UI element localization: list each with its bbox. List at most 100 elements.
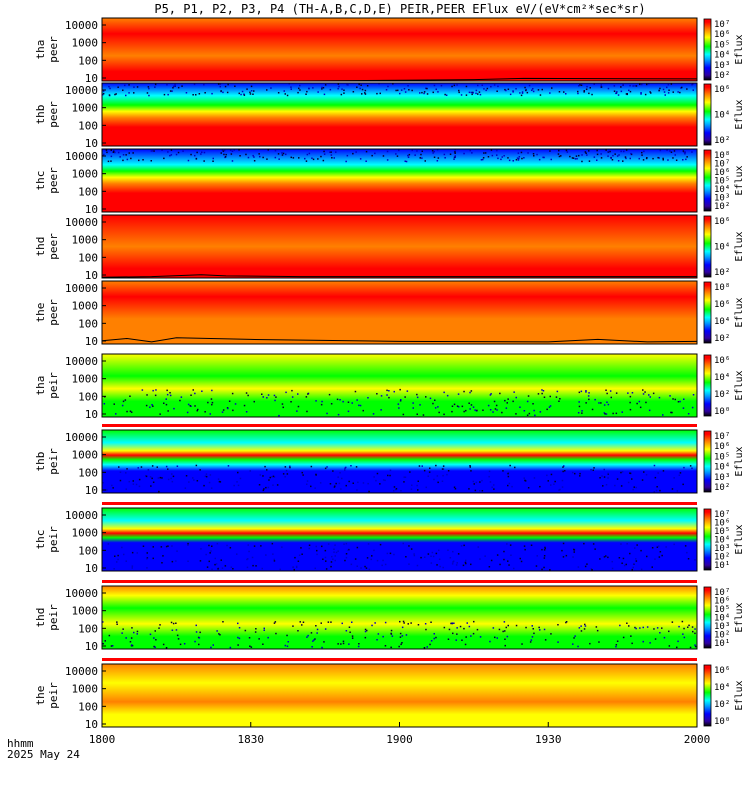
noise-pixel xyxy=(351,637,354,639)
noise-pixel xyxy=(512,400,514,403)
noise-thb-peer xyxy=(102,83,694,97)
noise-pixel xyxy=(314,567,316,570)
noise-pixel xyxy=(628,625,630,627)
noise-pixel xyxy=(482,157,485,159)
noise-pixel xyxy=(451,85,453,88)
noise-pixel xyxy=(356,86,358,88)
ytick-label: 10 xyxy=(85,640,98,653)
noise-pixel xyxy=(556,390,559,393)
colorbar-tick-label: 10² xyxy=(714,631,730,641)
noise-pixel xyxy=(558,149,560,152)
noise-pixel xyxy=(400,399,402,401)
noise-pixel xyxy=(344,467,346,469)
noise-pixel xyxy=(187,159,190,162)
noise-pixel xyxy=(360,84,362,86)
noise-pixel xyxy=(250,646,253,648)
noise-pixel xyxy=(282,152,285,155)
noise-pixel xyxy=(407,85,409,87)
colorbar-tick-label: 10⁴ xyxy=(714,463,730,473)
ytick-label: 1000 xyxy=(72,102,99,115)
noise-pixel xyxy=(558,91,561,93)
noise-pixel xyxy=(425,486,427,489)
noise-pixel xyxy=(345,553,348,555)
noise-pixel xyxy=(129,410,132,412)
noise-pixel xyxy=(329,151,331,153)
noise-pixel xyxy=(229,547,232,549)
colorbar-tick-label: 10⁵ xyxy=(714,452,730,462)
noise-pixel xyxy=(496,554,499,556)
noise-pixel xyxy=(188,481,190,483)
noise-pixel xyxy=(123,553,125,556)
noise-pixel xyxy=(116,623,118,625)
noise-pixel xyxy=(407,623,409,625)
noise-pixel xyxy=(397,89,399,92)
noise-pixel xyxy=(330,561,333,563)
colorbar-tick-label: 10⁴ xyxy=(714,111,730,121)
noise-pixel xyxy=(321,86,323,89)
noise-pixel xyxy=(505,89,507,92)
noise-pixel xyxy=(616,155,619,157)
spectrogram-the-peir xyxy=(102,664,697,727)
noise-pixel xyxy=(263,629,265,631)
noise-pixel xyxy=(444,157,446,159)
noise-pixel xyxy=(657,545,660,547)
noise-pixel xyxy=(326,412,328,415)
noise-pixel xyxy=(588,150,590,152)
noise-pixel xyxy=(627,481,630,484)
noise-pixel xyxy=(531,625,533,627)
noise-pixel xyxy=(399,92,401,95)
noise-pixel xyxy=(561,479,564,482)
noise-pixel xyxy=(426,87,428,90)
noise-pixel xyxy=(454,488,457,490)
noise-pixel xyxy=(518,157,520,160)
noise-pixel xyxy=(615,412,618,415)
noise-pixel xyxy=(573,549,576,551)
noise-pixel xyxy=(146,567,148,569)
noise-pixel xyxy=(662,414,664,416)
noise-pixel xyxy=(483,152,485,154)
noise-pixel xyxy=(577,645,579,648)
noise-pixel xyxy=(331,157,333,159)
noise-pixel xyxy=(177,638,180,640)
noise-pixel xyxy=(607,87,610,90)
noise-pixel xyxy=(645,474,648,476)
noise-pixel xyxy=(176,465,179,467)
noise-pixel xyxy=(433,478,435,481)
noise-pixel xyxy=(547,480,549,482)
yaxis-probe-label: the xyxy=(34,686,47,706)
noise-pixel xyxy=(343,543,345,545)
noise-pixel xyxy=(440,84,443,87)
noise-pixel xyxy=(324,628,327,630)
noise-pixel xyxy=(356,399,358,401)
noise-pixel xyxy=(308,152,311,155)
noise-pixel xyxy=(297,393,299,395)
noise-pixel xyxy=(613,85,616,87)
noise-pixel xyxy=(631,642,633,645)
noise-pixel xyxy=(172,87,174,89)
noise-pixel xyxy=(472,406,475,408)
noise-pixel xyxy=(361,93,363,95)
noise-pixel xyxy=(194,154,196,157)
noise-pixel xyxy=(250,90,253,92)
noise-pixel xyxy=(102,643,104,645)
noise-pixel xyxy=(603,556,606,558)
noise-pixel xyxy=(158,627,160,629)
noise-pixel xyxy=(199,560,202,562)
noise-pixel xyxy=(512,160,514,162)
noise-pixel xyxy=(578,154,580,157)
noise-pixel xyxy=(340,93,343,96)
noise-pixel xyxy=(550,484,552,486)
noise-pixel xyxy=(447,638,450,640)
noise-pixel xyxy=(392,83,394,85)
noise-pixel xyxy=(255,565,257,567)
noise-pixel xyxy=(131,551,134,554)
noise-pixel xyxy=(674,154,676,156)
noise-pixel xyxy=(239,155,241,157)
noise-pixel xyxy=(441,480,444,482)
noise-pixel xyxy=(404,396,406,398)
noise-pixel xyxy=(516,157,519,159)
noise-thc-peir xyxy=(107,542,696,571)
noise-pixel xyxy=(473,483,475,485)
colorbar xyxy=(703,83,712,146)
noise-pixel xyxy=(137,467,139,469)
